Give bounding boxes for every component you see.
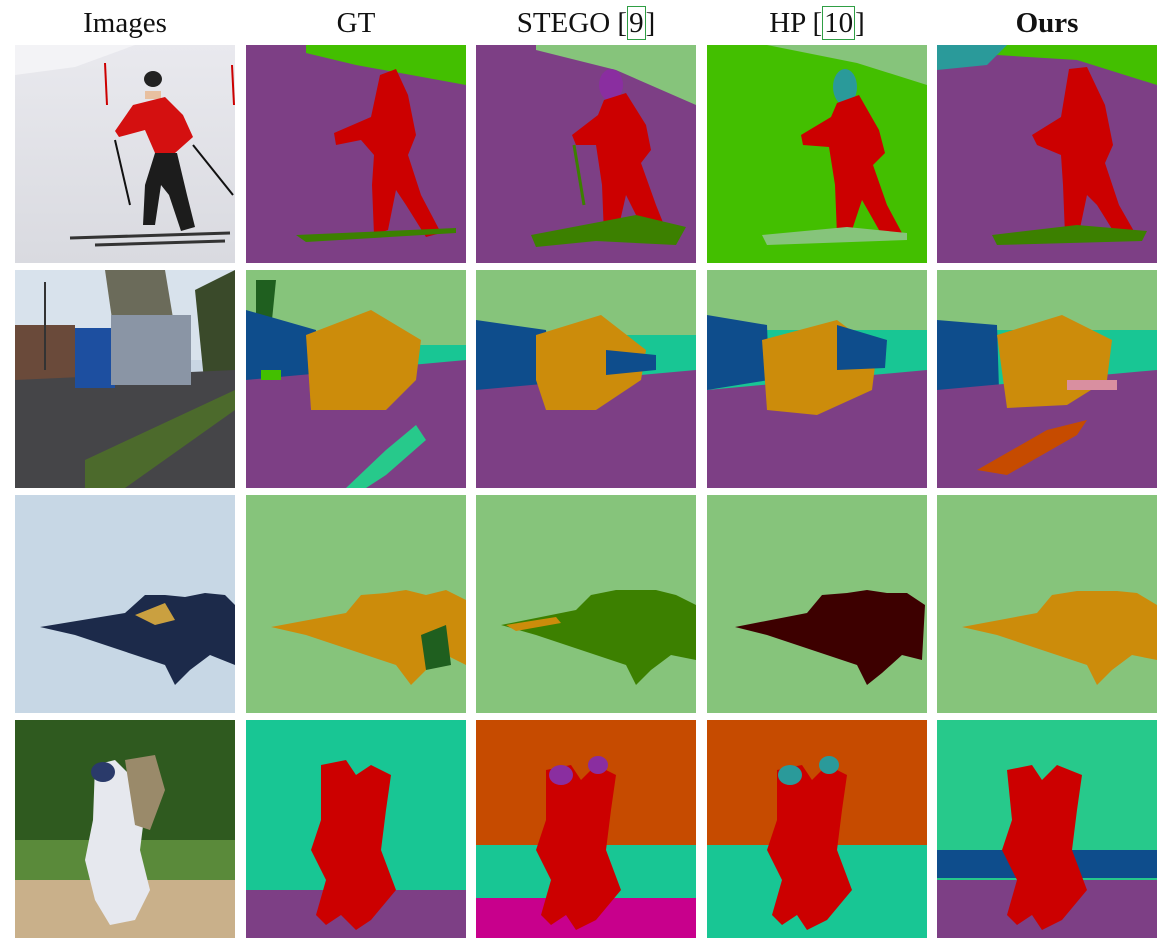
mask-stego-jets — [476, 495, 696, 713]
mask-ours-skier — [937, 45, 1157, 263]
citation-ref[interactable]: 9 — [627, 6, 646, 40]
mask-gt-baseball — [246, 720, 466, 938]
photo-skier — [15, 45, 235, 263]
mask-hp-baseball — [707, 720, 927, 938]
mask-stego-baseball — [476, 720, 696, 938]
citation-ref[interactable]: 10 — [822, 6, 856, 40]
column-header-ours: Ours — [1015, 7, 1079, 39]
column-header-stego: STEGO [9] — [516, 6, 656, 40]
mask-ours-truck — [937, 270, 1157, 488]
mask-gt-skier — [246, 45, 466, 263]
photo-truck — [15, 270, 235, 488]
mask-ours-baseball — [937, 720, 1157, 938]
mask-stego-skier — [476, 45, 696, 263]
mask-stego-truck — [476, 270, 696, 488]
mask-hp-truck — [707, 270, 927, 488]
photo-baseball — [15, 720, 235, 938]
mask-hp-jets — [707, 495, 927, 713]
column-header-images: Images — [83, 7, 167, 39]
mask-hp-skier — [707, 45, 927, 263]
photo-jets — [15, 495, 235, 713]
mask-ours-jets — [937, 495, 1157, 713]
column-header-hp: HP [10] — [769, 6, 865, 40]
mask-gt-truck — [246, 270, 466, 488]
column-header-gt: GT — [336, 7, 376, 39]
mask-gt-jets — [246, 495, 466, 713]
